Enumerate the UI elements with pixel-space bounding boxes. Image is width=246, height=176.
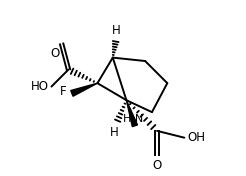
Text: H: H [112, 24, 121, 37]
Text: F: F [60, 85, 67, 98]
Text: HO: HO [31, 80, 49, 93]
Text: OH: OH [187, 131, 205, 144]
Polygon shape [126, 100, 138, 127]
Text: O: O [153, 159, 162, 172]
Text: H: H [110, 126, 119, 139]
Text: H₂N: H₂N [123, 114, 144, 124]
Polygon shape [71, 83, 97, 96]
Text: O: O [50, 47, 60, 60]
